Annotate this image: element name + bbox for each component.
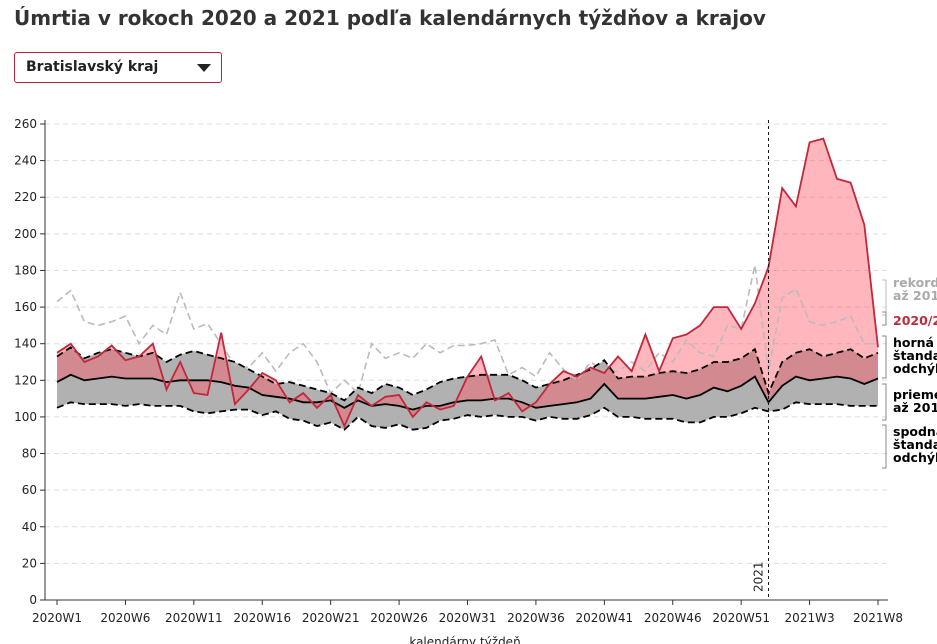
x-tick-label: 2020W31 xyxy=(439,611,497,625)
dropdown-value[interactable]: Bratislavský kraj xyxy=(26,59,159,75)
y-tick-label: 100 xyxy=(14,410,37,424)
x-tick-label: 2020W11 xyxy=(165,611,223,625)
y-tick-label: 160 xyxy=(14,300,37,314)
y-tick-label: 220 xyxy=(14,190,37,204)
dropdown-arrow[interactable] xyxy=(197,64,211,72)
y-tick-label: 140 xyxy=(14,337,37,351)
x-tick-label: 2020W41 xyxy=(575,611,633,625)
x-axis-title: kalendárny týždeň xyxy=(409,635,520,644)
y-tick-label: 180 xyxy=(14,263,37,277)
y-tick-label: 120 xyxy=(14,373,37,387)
legend-entry: horná štandardná odchýlka xyxy=(893,335,937,376)
y-tick-label: 20 xyxy=(22,556,37,570)
y-tick-label: 200 xyxy=(14,227,37,241)
title: Úmrtia v rokoch 2020 a 2021 podľa kalend… xyxy=(14,6,766,30)
y-tick-label: 260 xyxy=(14,117,37,131)
x-tick-label: 2020W1 xyxy=(32,611,82,625)
year-marker-label: 2021 xyxy=(752,561,766,592)
x-tick-label: 2020W6 xyxy=(100,611,150,625)
x-tick-label: 2020W21 xyxy=(302,611,360,625)
legend-bracket xyxy=(882,311,887,326)
x-tick-label: 2020W51 xyxy=(712,611,770,625)
region-dropdown[interactable]: Bratislavský kraj xyxy=(14,52,222,83)
x-tick-label: 2020W46 xyxy=(644,611,702,625)
legend-entry: priemer 2000 až 2019 xyxy=(893,387,937,415)
std-band xyxy=(57,347,878,430)
legend-bracket xyxy=(882,424,887,469)
excess-area xyxy=(57,138,878,427)
series-line xyxy=(56,137,879,429)
y-tick-label: 240 xyxy=(14,154,37,168)
x-tick-label: 2020W36 xyxy=(507,611,565,625)
y-tick-label: 0 xyxy=(29,593,37,607)
x-tick-label: 2020W26 xyxy=(370,611,428,625)
legend-bracket xyxy=(882,383,887,421)
legend-bracket xyxy=(882,279,887,316)
legend-entry: 2020/2021 xyxy=(893,313,937,328)
legend-entry: rekord 2000 až 2019 xyxy=(893,275,937,303)
x-tick-label: 2020W16 xyxy=(233,611,291,625)
x-tick-label: 2021W8 xyxy=(853,611,903,625)
y-tick-label: 80 xyxy=(22,447,37,461)
legend-bracket xyxy=(882,335,887,379)
y-tick-label: 40 xyxy=(22,520,37,534)
x-tick-label: 2021W3 xyxy=(785,611,835,625)
series-line xyxy=(56,401,878,431)
series-line xyxy=(56,264,878,395)
legend-entry: spodná štandardná odchýlka xyxy=(893,424,937,465)
series-line xyxy=(56,373,879,411)
y-tick-label: 60 xyxy=(22,483,37,497)
